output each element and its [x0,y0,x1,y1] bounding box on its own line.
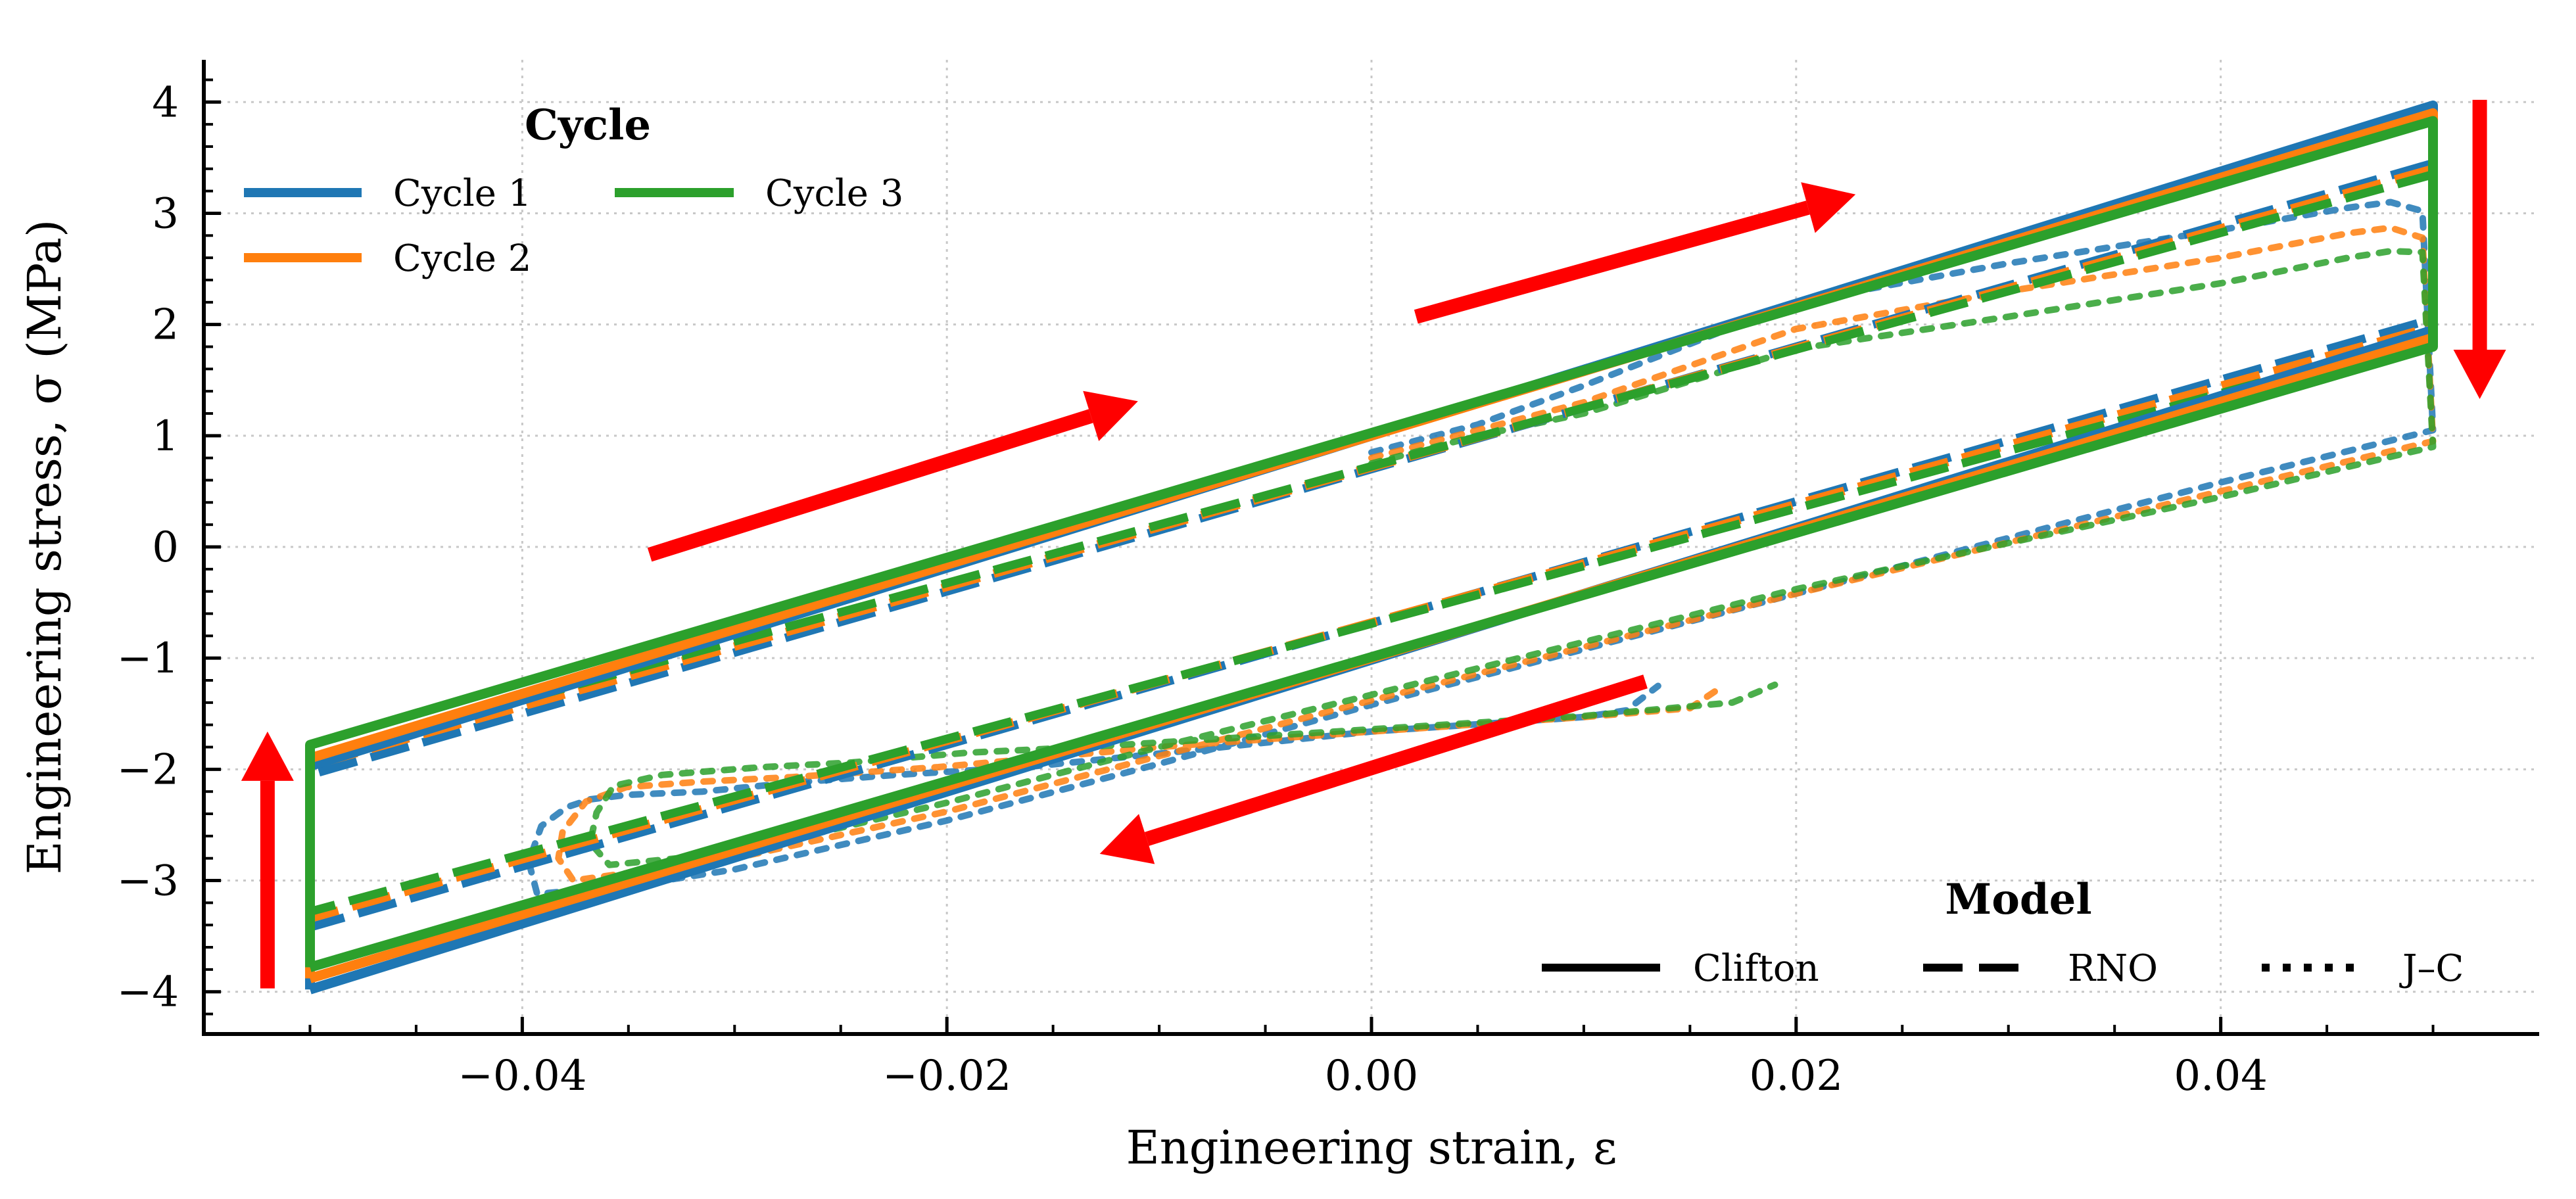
grid [204,60,2539,1034]
tick-labels: −0.04 −0.02 0.00 0.02 0.04 −4 −3 −2 −1 0 1 2 3 4 [117,78,2268,1100]
arrow-shaft [1144,674,1648,846]
y-tick-label: −2 [117,745,179,794]
cycle-legend: Cycle Cycle 1 Cycle 2 Cycle 3 [244,101,903,280]
y-tick-label: 0 [152,523,179,572]
annotation-arrows [241,99,2506,989]
legend-label-cycle-2: Cycle 2 [393,237,531,280]
model-legend: Model Clifton RNO J–C [1542,875,2464,990]
y-tick-label: −4 [117,968,179,1017]
y-tick-label: 1 [152,412,179,461]
y-tick-label: 3 [152,189,179,238]
legend-label-clifton: Clifton [1693,947,1819,990]
legend-label-cycle-1: Cycle 1 [393,172,531,215]
model-legend-title: Model [1945,875,2091,924]
y-tick-label: −1 [117,634,179,683]
y-tick-label: 4 [152,78,179,127]
arrow-head [1083,390,1138,442]
legend-label-jc: J–C [2399,947,2464,990]
arrow-shaft [1414,200,1810,324]
y-tick-label: −3 [117,857,179,906]
cycle-legend-title: Cycle [525,101,651,150]
legend-label-cycle-3: Cycle 3 [765,172,903,215]
series-jc-cycle-3 [586,248,2437,868]
series-layer [305,100,2438,995]
y-tick-label: 2 [152,301,179,350]
x-tick-label: 0.00 [1325,1052,1419,1100]
x-axis-label: Engineering strain, ε [1126,1121,1617,1175]
arrow-head [2453,349,2506,399]
x-tick-label: 0.02 [1750,1052,1844,1100]
x-tick-label: −0.04 [458,1052,586,1100]
x-tick-label: 0.04 [2174,1052,2268,1100]
legend-label-rno: RNO [2068,947,2158,990]
arrow-head [1801,182,1856,233]
axes [202,60,2539,1036]
y-axis-label: Engineering stress, σ (MPa) [18,220,72,875]
series-clifton-cycle-3 [305,116,2438,972]
arrow-head [241,731,294,781]
series-rno-cycle-1 [306,158,2437,931]
x-tick-label: −0.02 [882,1052,1011,1100]
series-jc-cycle-2 [555,224,2437,884]
arrow-head [1099,814,1155,864]
arrow-shaft [647,409,1093,562]
